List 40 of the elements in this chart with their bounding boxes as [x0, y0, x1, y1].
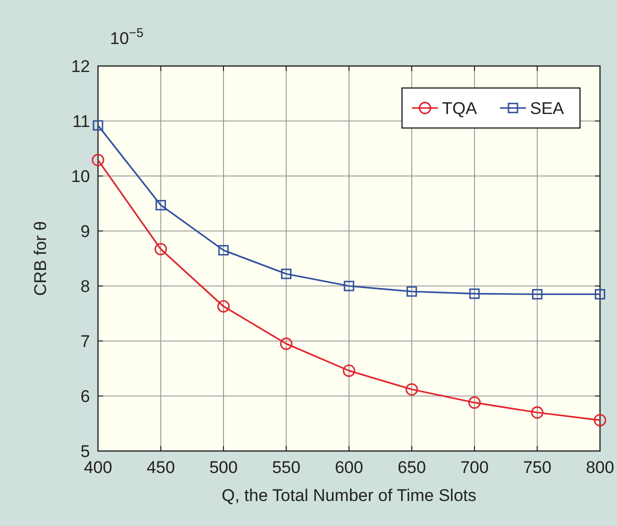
- y-tick-label: 7: [80, 332, 90, 351]
- x-tick-label: 450: [146, 458, 175, 477]
- y-tick-label: 5: [80, 442, 90, 461]
- point: [154, 242, 167, 256]
- y-tick-label: 6: [80, 387, 90, 406]
- point: [469, 288, 480, 299]
- point: [281, 268, 292, 280]
- text: 10$^{−5}$: [110, 24, 144, 48]
- y-tick-label: 12: [71, 57, 90, 76]
- y-tick-label: 10: [71, 167, 90, 186]
- point: [406, 383, 418, 396]
- y-tick-label: 8: [80, 277, 90, 296]
- legend-label: TQA: [442, 99, 478, 118]
- x-tick-label: 500: [209, 458, 238, 477]
- point: [218, 245, 229, 256]
- x-tick-label: 600: [334, 458, 364, 477]
- point: [594, 414, 606, 426]
- x-tick-label: 700: [460, 458, 489, 477]
- point: [532, 289, 542, 300]
- point: [531, 406, 544, 419]
- point: [280, 338, 292, 350]
- point: [92, 120, 104, 131]
- point: [156, 200, 166, 210]
- x-tick-label: 800: [586, 458, 614, 477]
- y-tick-label: 11: [72, 112, 90, 131]
- x-tick-label: 650: [398, 458, 426, 477]
- x-axis-title: Q, the Total Number of Time Slots: [222, 486, 476, 505]
- legend-label: SEA: [530, 99, 565, 118]
- point: [342, 364, 356, 377]
- point: [217, 300, 230, 313]
- point: [406, 286, 417, 297]
- y-tick-label: 9: [80, 222, 90, 241]
- x-tick-label: 400: [84, 458, 112, 477]
- y-axis-title: CRB for θ: [31, 221, 50, 296]
- point: [468, 396, 481, 409]
- x-tick-label: 750: [523, 458, 552, 477]
- point: [594, 289, 606, 300]
- x-tick-label: 550: [272, 458, 300, 477]
- point: [92, 154, 104, 166]
- point: [344, 280, 354, 292]
